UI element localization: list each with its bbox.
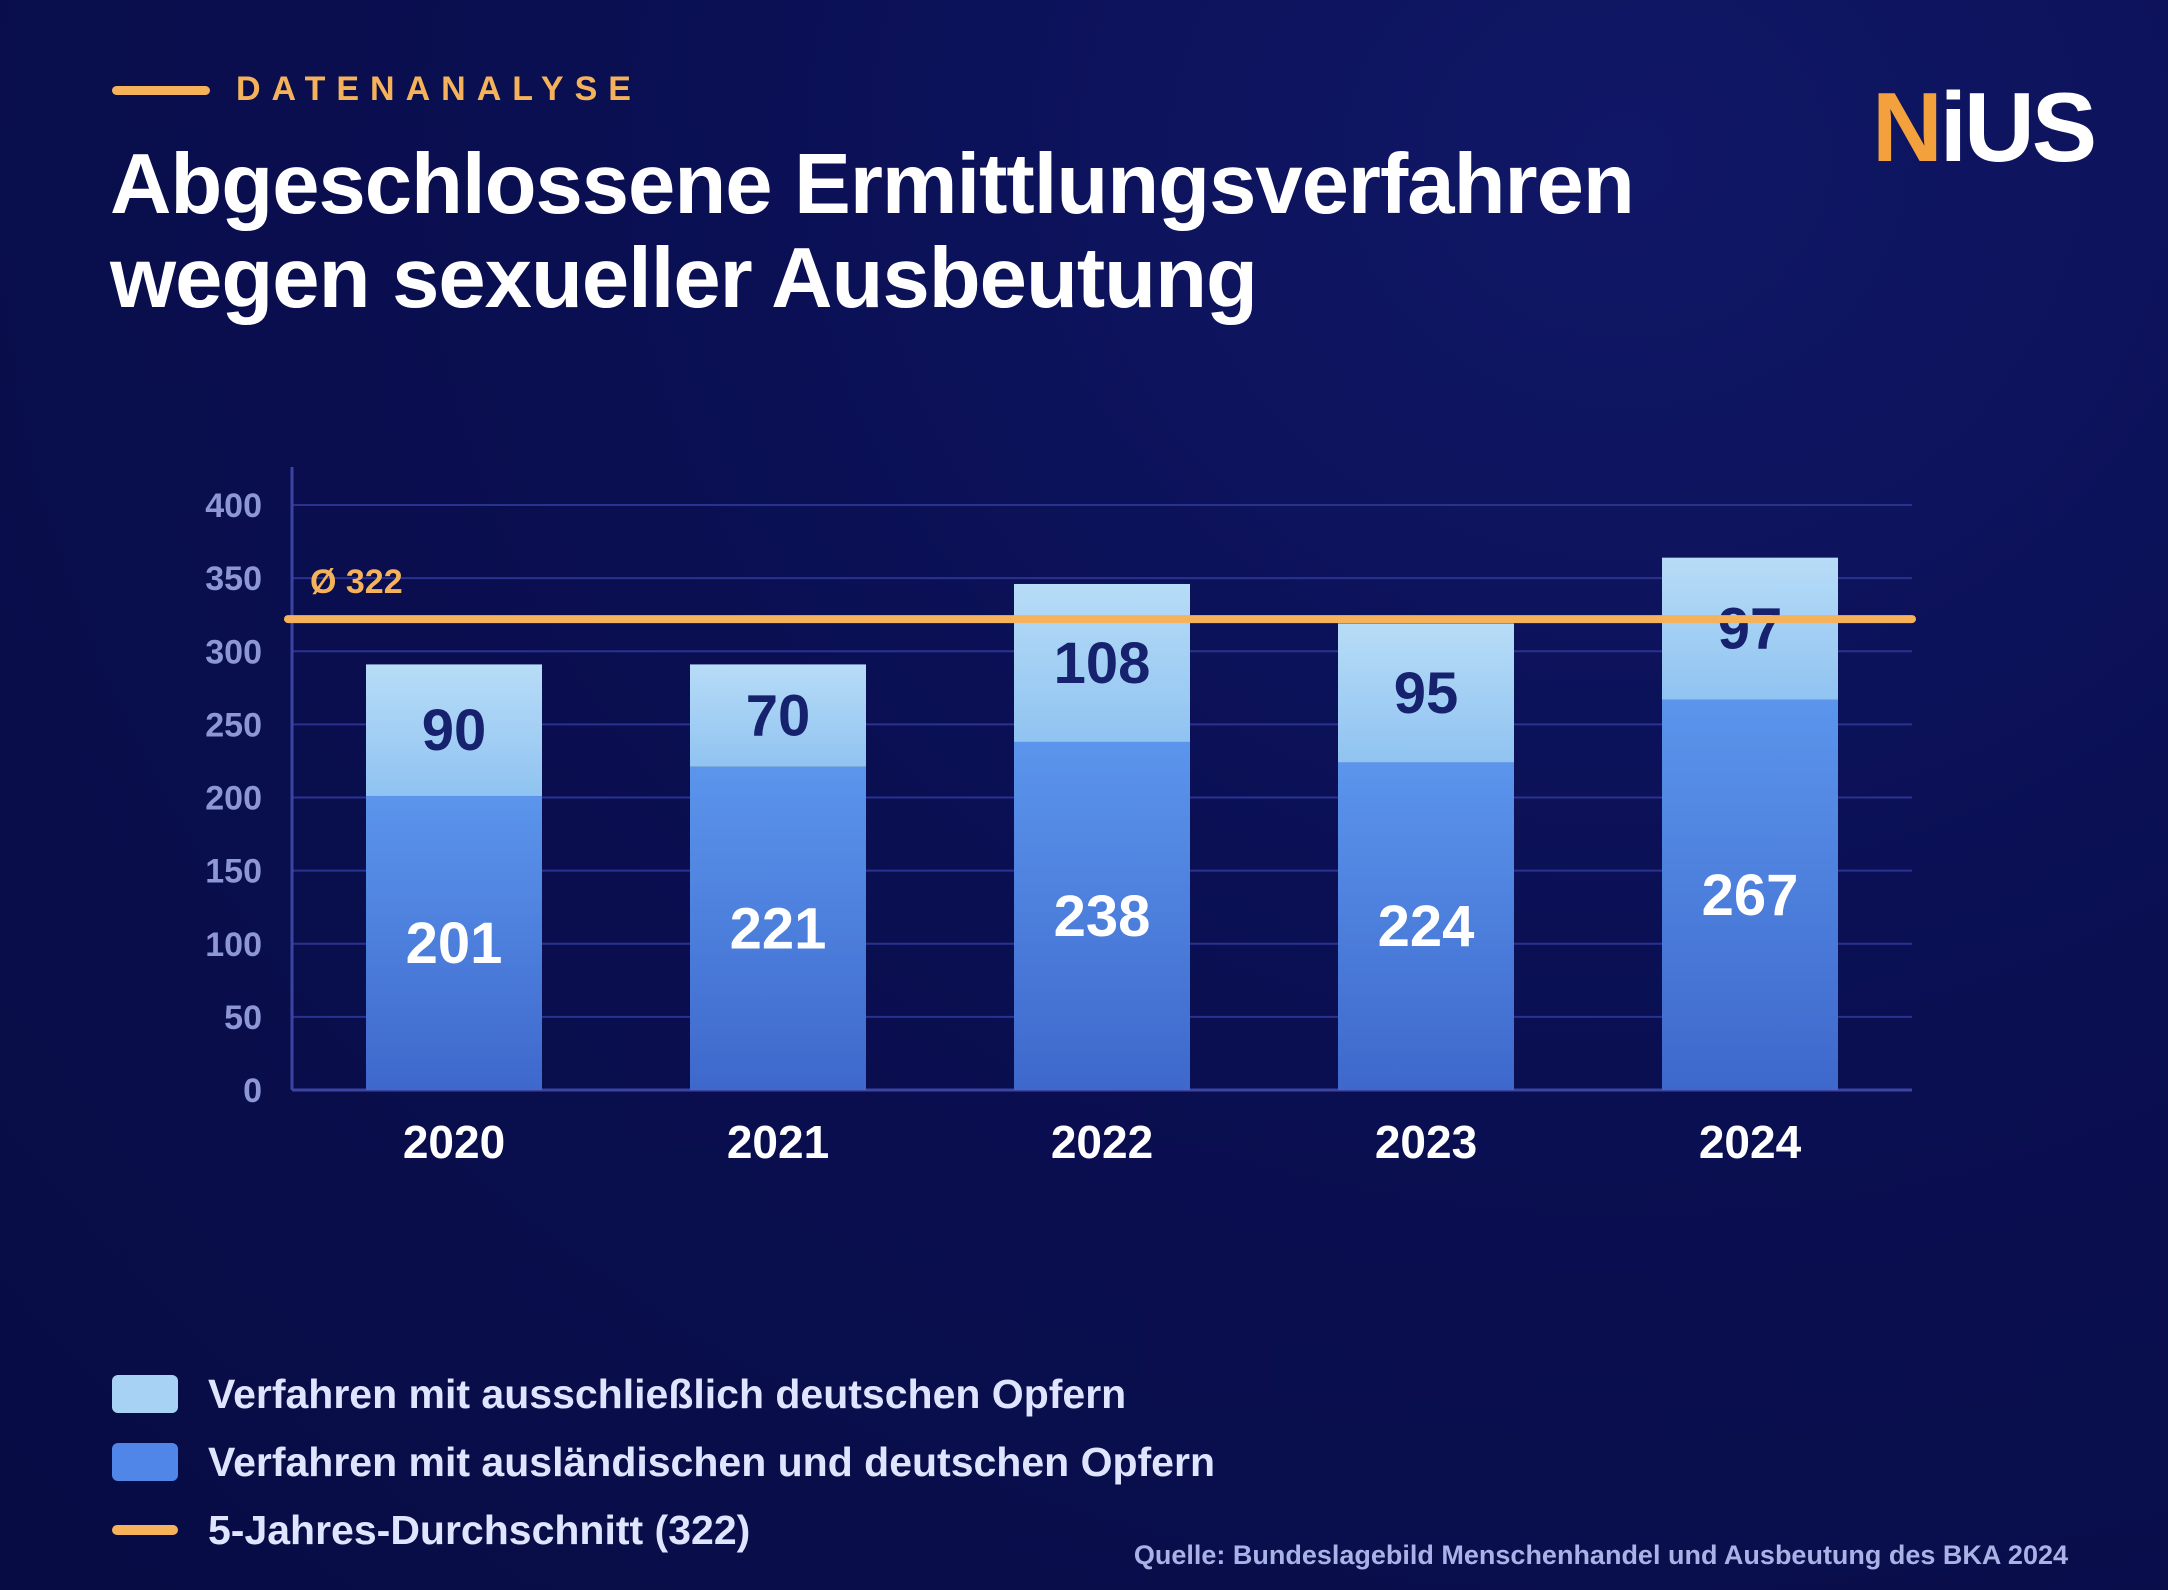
y-tick-label: 200: [205, 780, 262, 818]
bar-segment-german: [366, 664, 542, 797]
bar-segment-foreign: [1014, 741, 1190, 1090]
legend-label: 5-Jahres-Durchschnitt (322): [208, 1506, 751, 1553]
bar-segment-german: [690, 664, 866, 767]
legend-swatch-dark: [112, 1443, 178, 1481]
data-label: 70: [746, 684, 811, 749]
average-line-label: Ø 322: [310, 563, 403, 601]
data-label: 201: [406, 911, 503, 976]
legend-item-german-victims: Verfahren mit ausschließlich deutschen O…: [112, 1360, 1215, 1428]
x-tick-label: 2024: [1699, 1116, 1802, 1168]
x-tick-label: 2021: [727, 1116, 829, 1168]
legend-label: Verfahren mit ausländischen und deutsche…: [208, 1438, 1215, 1485]
logo-letter-n: N: [1872, 72, 1943, 182]
title-line-2: wegen sexueller Ausbeutung: [110, 231, 1258, 326]
bar-segment-german: [1014, 583, 1190, 742]
kicker-label: DATENANALYSE: [236, 70, 642, 108]
legend-swatch-light: [112, 1375, 178, 1413]
y-tick-label: 50: [224, 999, 262, 1037]
bar-segment-german: [1662, 557, 1838, 700]
legend-item-foreign-victims: Verfahren mit ausländischen und deutsche…: [112, 1428, 1215, 1496]
legend-label: Verfahren mit ausschließlich deutschen O…: [208, 1370, 1127, 1417]
chart-title: Abgeschlossene Ermittlungsverfahren wege…: [110, 138, 1830, 326]
legend: Verfahren mit ausschließlich deutschen O…: [112, 1360, 1215, 1564]
data-label: 267: [1702, 863, 1799, 928]
x-tick-label: 2023: [1375, 1116, 1477, 1168]
nius-logo: NiUS: [1872, 78, 2097, 176]
kicker-accent-line: [112, 86, 210, 95]
bar-segment-foreign: [1338, 762, 1514, 1090]
data-label: 238: [1054, 884, 1151, 949]
data-label: 97: [1718, 597, 1783, 662]
y-tick-label: 150: [205, 853, 262, 891]
data-label: 108: [1054, 631, 1151, 696]
data-label: 221: [730, 896, 827, 961]
y-tick-label: 100: [205, 926, 262, 964]
gridlines: [292, 504, 1912, 1018]
y-tick-label: 300: [205, 633, 262, 671]
data-label: 90: [422, 698, 487, 763]
data-label: 224: [1378, 894, 1475, 959]
bar-segment-foreign: [366, 796, 542, 1090]
y-tick-label: 250: [205, 706, 262, 744]
x-tick-label: 2020: [403, 1116, 505, 1168]
legend-swatch-line: [112, 1525, 178, 1535]
logo-letters-ius: iUS: [1939, 72, 2097, 182]
bar-segment-german: [1338, 623, 1514, 763]
y-tick-label: 350: [205, 560, 262, 598]
legend-item-average: 5-Jahres-Durchschnitt (322): [112, 1496, 1215, 1564]
bar-segment-foreign: [690, 766, 866, 1090]
y-tick-label: 400: [205, 487, 262, 525]
bar-segment-foreign: [1662, 699, 1838, 1090]
y-tick-label: 0: [243, 1072, 262, 1110]
title-line-1: Abgeschlossene Ermittlungsverfahren: [110, 137, 1635, 232]
average-line-group: Ø 322: [284, 563, 1916, 624]
source-note: Quelle: Bundeslagebild Menschenhandel un…: [1133, 1540, 2068, 1570]
bars: 201 90 221 70 238 108 224 95 267 97: [366, 557, 1838, 1090]
data-label: 95: [1394, 661, 1459, 726]
x-tick-label: 2022: [1051, 1116, 1153, 1168]
